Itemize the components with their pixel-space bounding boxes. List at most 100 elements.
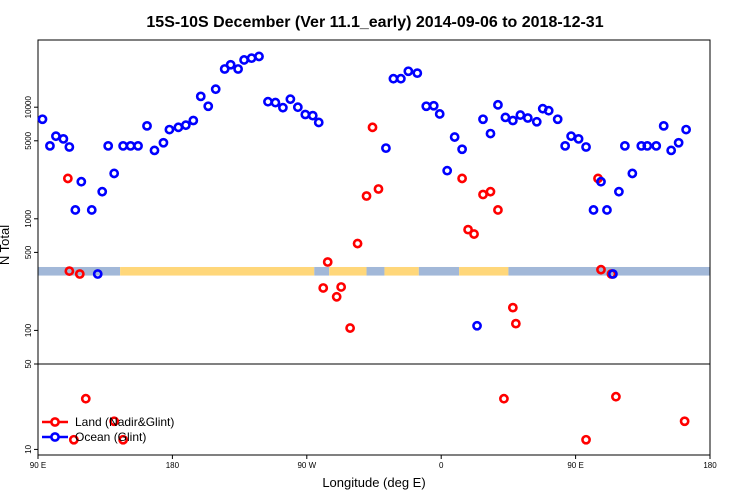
data-point [203,101,214,112]
legend-marker [50,417,60,427]
data-point [45,140,55,151]
data-point [602,205,612,215]
y-tick-label: 500 [24,245,33,259]
data-point [233,64,244,74]
data-point [300,109,311,120]
data-point [109,416,120,427]
data-point [64,142,75,152]
data-point [651,140,662,151]
data-point [457,173,468,184]
band-segment [329,266,367,276]
data-point [97,186,108,197]
data-point [180,120,191,131]
data-point [531,116,542,127]
chart-title: 15S-10S December (Ver 11.1_early) 2014-0… [146,14,603,31]
data-point [133,140,143,151]
data-point [285,94,296,105]
data-point [74,269,85,279]
data-point [149,145,160,156]
data-point [210,84,221,95]
data-point [560,140,571,151]
data-point [62,173,73,184]
data-point [80,393,91,404]
data-point [614,186,624,197]
data-point [658,120,669,131]
data-point [336,282,347,292]
data-point [421,101,432,112]
x-axis-label: Longitude (deg E) [322,475,425,490]
data-point [70,205,81,215]
data-point [76,176,87,187]
data-point [270,97,281,108]
points-layer [37,51,692,445]
data-point [681,124,692,135]
data-point [278,102,288,113]
data-point [68,434,79,445]
data-point [673,137,684,148]
data-point [552,114,563,125]
x-tick-label: 90 E [567,461,583,470]
legend-label: Land (Nadir&Glint) [75,415,174,429]
data-point [142,120,152,131]
band-segment [366,266,385,276]
data-point [109,168,120,179]
data-point [125,140,136,151]
data-point [118,434,129,445]
data-point [322,257,333,267]
data-point [457,144,468,155]
data-point [352,238,363,249]
y-tick-label: 10 [24,444,33,453]
data-point [463,224,473,235]
data-point [543,105,554,116]
x-tick-label: 180 [166,461,180,470]
data-point [642,140,653,151]
x-tick-label: 90 W [297,461,316,470]
data-point [449,132,460,142]
data-point [246,53,257,64]
data-point [86,205,97,215]
axes: 90 E 180 90 W 0 90 E 180 100 500 1000 5000 10000 10… [24,39,717,470]
legend-label: Ocean (Glint) [75,430,146,444]
data-point [37,114,48,125]
data-point [345,323,356,333]
x-tick-label: 180 [703,461,717,470]
data-point [573,133,584,144]
data-point [381,143,391,153]
data-point [367,122,378,133]
data-point [188,115,199,126]
y-tick-label: 10000 [24,96,33,119]
data-point [500,112,511,123]
data-point [493,205,503,215]
data-point [318,283,329,293]
data-point [619,140,630,151]
data-point [263,96,273,107]
data-point [173,122,184,133]
data-point [51,131,61,142]
data-point [58,133,69,144]
x-tick-label: 0 [439,461,444,470]
data-point [195,91,206,102]
data-point [164,124,175,135]
data-point [428,100,439,111]
data-point [434,109,445,119]
plot-frame [37,39,711,456]
band-segment [120,266,315,276]
data-point [679,416,690,427]
data-point [442,165,453,176]
data-point [307,110,318,121]
y-axis-label: N Total [0,225,12,265]
y-tick-label: 5000 [24,131,33,149]
legend: Land (Nadir&Glint)Ocean (Glint) [42,415,174,444]
data-point [596,176,606,187]
band-segment [314,266,330,276]
data-point [522,113,533,123]
data-point [395,73,406,84]
data-point [507,115,518,126]
band-segment [384,266,419,276]
band-segment [418,266,460,276]
data-point [412,68,423,79]
data-point [469,229,479,239]
data-point [373,184,384,194]
data-point [485,128,496,139]
